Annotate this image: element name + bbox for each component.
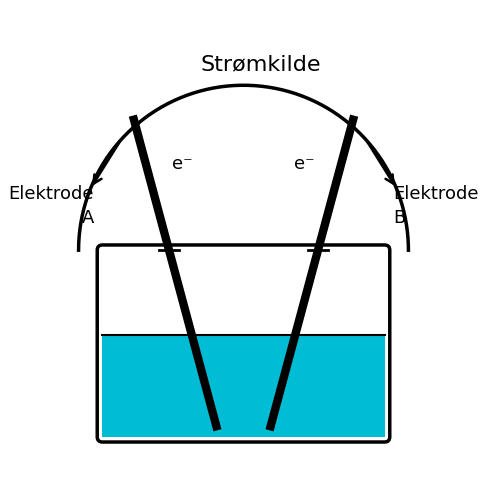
Text: Strømkilde: Strømkilde [201,55,321,74]
Text: B: B [393,209,406,227]
Text: Elektrode: Elektrode [393,185,479,203]
Text: e⁻: e⁻ [172,156,193,173]
Text: e⁻: e⁻ [294,156,315,173]
Polygon shape [102,335,385,437]
Text: Elektrode: Elektrode [8,185,94,203]
Text: A: A [81,209,94,227]
